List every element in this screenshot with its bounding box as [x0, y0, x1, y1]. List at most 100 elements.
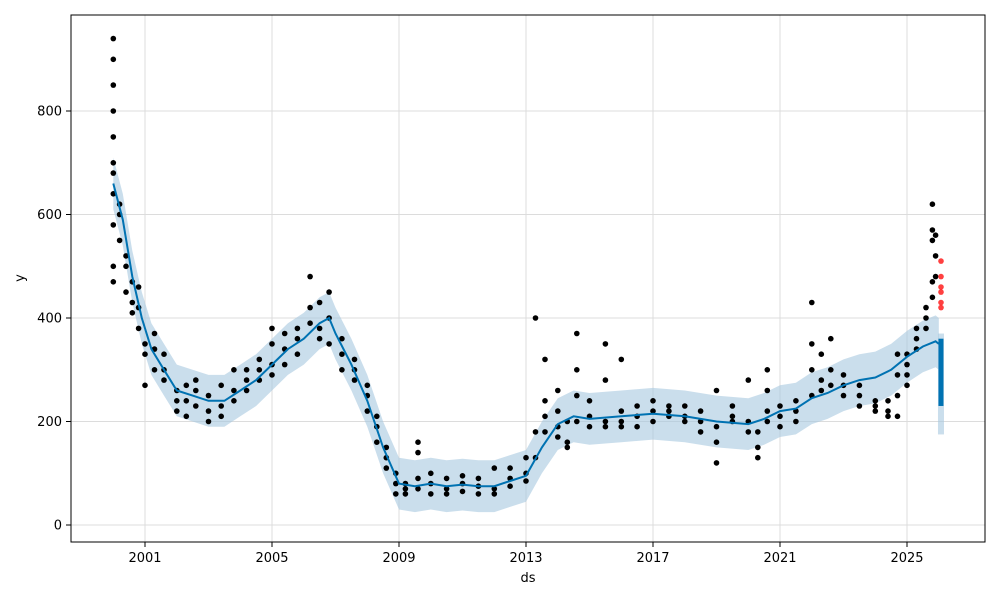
y-tick-label: 600 — [37, 208, 62, 223]
observed-point — [764, 367, 771, 373]
observed-point — [872, 408, 879, 414]
observed-point — [929, 294, 936, 301]
observed-point — [564, 439, 571, 446]
forecast-line — [112, 183, 944, 488]
test-point — [938, 289, 944, 295]
observed-point — [193, 403, 199, 409]
observed-point — [634, 423, 640, 430]
observed-point — [205, 418, 212, 425]
observed-point — [682, 418, 688, 425]
observed-point — [415, 486, 421, 492]
observed-point — [729, 413, 736, 420]
observed-point — [555, 434, 561, 440]
observed-points — [110, 35, 939, 497]
x-ticks: 2001 2005 2009 2013 2017 2021 2025 — [128, 542, 924, 566]
x-tick-label: 2025 — [890, 551, 923, 566]
observed-point — [618, 423, 625, 430]
observed-point — [777, 413, 783, 420]
gridlines — [71, 15, 985, 542]
observed-point — [872, 403, 879, 409]
observed-point — [507, 465, 513, 471]
observed-point — [415, 449, 421, 456]
observed-point — [932, 253, 939, 259]
observed-point — [507, 483, 513, 490]
observed-point — [932, 232, 939, 238]
observed-point — [913, 335, 920, 342]
observed-point — [326, 341, 332, 347]
observed-point — [243, 367, 250, 373]
observed-point — [294, 325, 301, 332]
observed-point — [764, 387, 771, 394]
observed-point — [809, 299, 815, 306]
observed-point — [383, 465, 390, 471]
observed-point — [555, 408, 561, 414]
observed-point — [618, 418, 625, 425]
observed-point — [326, 289, 332, 295]
observed-point — [885, 413, 891, 420]
observed-point — [174, 408, 180, 414]
observed-point — [339, 367, 345, 373]
observed-point — [828, 367, 834, 373]
observed-point — [415, 475, 421, 482]
observed-point — [634, 403, 640, 409]
observed-point — [110, 263, 117, 270]
test-point — [938, 273, 944, 280]
observed-point — [110, 108, 117, 114]
observed-point — [932, 273, 939, 280]
observed-point — [574, 367, 580, 373]
observed-point — [923, 304, 929, 311]
observed-point — [281, 361, 288, 368]
observed-point — [415, 439, 421, 446]
observed-point — [713, 423, 720, 430]
observed-point — [856, 382, 863, 389]
observed-point — [339, 351, 345, 358]
observed-point — [602, 377, 609, 383]
test-point — [938, 304, 944, 311]
observed-point — [269, 341, 275, 347]
observed-point — [281, 330, 288, 337]
yhat-line — [112, 183, 940, 488]
x-tick-label: 2001 — [128, 551, 161, 566]
y-tick-label: 0 — [54, 519, 62, 534]
observed-point — [402, 486, 409, 492]
observed-point — [110, 134, 117, 140]
test-point — [938, 284, 944, 290]
observed-point — [929, 237, 936, 244]
observed-point — [618, 356, 625, 363]
observed-point — [205, 408, 212, 414]
observed-point — [523, 454, 529, 461]
observed-point — [231, 387, 237, 394]
observed-point — [764, 408, 771, 414]
observed-point — [602, 341, 609, 347]
observed-point — [856, 403, 863, 409]
observed-point — [894, 413, 901, 420]
observed-point — [713, 460, 720, 466]
observed-point — [161, 377, 167, 383]
observed-point — [542, 429, 548, 435]
observed-point — [393, 480, 399, 487]
observed-point — [351, 377, 358, 383]
observed-point — [183, 382, 190, 389]
y-ticks: 0 200 400 600 800 — [37, 105, 71, 534]
future-yhat — [938, 338, 944, 406]
observed-point — [269, 372, 275, 378]
observed-point — [885, 408, 891, 414]
observed-point — [555, 387, 561, 394]
observed-point — [110, 82, 117, 88]
test-point — [938, 258, 944, 264]
observed-point — [231, 367, 237, 373]
observed-point — [243, 377, 250, 383]
x-axis-label: ds — [520, 571, 535, 586]
observed-point — [316, 325, 323, 332]
x-tick-label: 2009 — [382, 551, 415, 566]
observed-point — [443, 475, 450, 482]
observed-point — [129, 310, 136, 316]
observed-point — [929, 279, 936, 285]
observed-point — [764, 418, 771, 425]
observed-point — [745, 429, 752, 435]
observed-point — [894, 392, 901, 399]
observed-point — [151, 367, 158, 373]
observed-point — [231, 398, 237, 404]
observed-point — [243, 387, 250, 394]
